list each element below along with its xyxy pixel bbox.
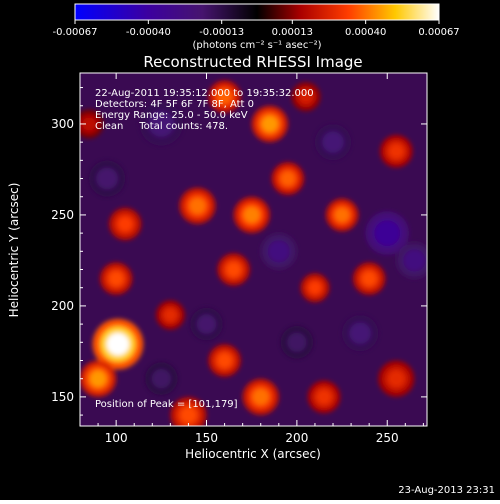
heatmap-blob xyxy=(308,281,322,295)
heatmap-blob xyxy=(261,115,278,133)
heatmap-blob xyxy=(280,171,296,186)
heatmap-blob xyxy=(287,332,307,353)
colorbar-tick-label: -0.00040 xyxy=(126,27,171,38)
annotation-block: 22-Aug-2011 19:35:12.000 to 19:35:32.000… xyxy=(95,88,314,132)
heatmap-blob xyxy=(117,216,133,232)
annotation-line: Detectors: 4F 5F 6F 7F 8F, Att 0 xyxy=(95,99,254,110)
heatmap-blob xyxy=(322,131,344,153)
colorbar-ticks: -0.00067 -0.00040 -0.00013 0.00013 0.00040 0.… xyxy=(53,20,460,38)
y-tick-label: 300 xyxy=(51,117,74,131)
colorbar-tick-label: -0.00067 xyxy=(53,27,98,38)
y-tick-label: 250 xyxy=(51,208,74,222)
heatmap-blob xyxy=(267,240,290,263)
colorbar-tick-label: 0.00067 xyxy=(418,27,459,38)
heatmap-blob xyxy=(96,167,118,190)
x-tick-label: 200 xyxy=(285,431,308,445)
heatmap-blob xyxy=(189,197,206,214)
heatmap-blob xyxy=(388,370,405,387)
chart-title: Reconstructed RHESSI Image xyxy=(143,53,362,71)
heatmap-blob xyxy=(180,406,197,424)
plot-frame xyxy=(79,72,428,427)
colorbar-tick-label: 0.00013 xyxy=(272,27,313,38)
heatmap-blob xyxy=(361,271,377,286)
heatmap-blob xyxy=(217,353,232,368)
heatmap-blob xyxy=(252,388,269,406)
colorbar-unit-label: (photons cm⁻² s⁻¹ asec⁻²) xyxy=(192,40,321,51)
annotation-line: 22-Aug-2011 19:35:12.000 to 19:35:32.000 xyxy=(95,88,314,99)
y-tick-label: 200 xyxy=(51,299,74,313)
heatmap-blob xyxy=(349,322,371,345)
heatmap-blob xyxy=(374,220,401,247)
heatmap-blob xyxy=(163,308,177,322)
x-tick-label: 150 xyxy=(195,431,218,445)
y-axis-label: Heliocentric Y (arcsec) xyxy=(7,183,21,318)
y-tick-label: 150 xyxy=(51,390,74,404)
annotation-line: Energy Range: 25.0 - 50.0 keV xyxy=(95,110,248,121)
heatmap-blob xyxy=(108,271,124,286)
x-tick-label: 250 xyxy=(376,431,399,445)
heatmap-blob xyxy=(403,249,426,272)
heatmap-blob xyxy=(217,89,232,104)
heatmap-blob xyxy=(82,117,96,131)
heatmap-blob xyxy=(196,314,217,334)
heatmap-blob xyxy=(388,143,404,159)
heatmap-blob xyxy=(151,368,172,389)
x-tick-label: 100 xyxy=(105,431,128,445)
peak-label: Position of Peak = [101,179] xyxy=(95,399,238,410)
colorbar xyxy=(74,3,440,21)
x-axis-label: Heliocentric X (arcsec) xyxy=(185,447,321,461)
heatmap-blob xyxy=(106,332,130,356)
heatmap-blob xyxy=(243,206,260,224)
y-axis: 150 200 250 300 xyxy=(51,87,427,416)
x-axis: 100 150 200 250 xyxy=(97,73,424,445)
heatmap-blob xyxy=(148,110,175,137)
annotation-line: Clean Total counts: 478. xyxy=(95,121,228,132)
heatmap-blob xyxy=(316,389,332,405)
colorbar-tick-label: 0.00040 xyxy=(345,27,386,38)
heatmap-blob xyxy=(299,90,313,104)
heatmap-blob xyxy=(334,207,350,223)
footer-timestamp: 23-Aug-2013 23:31 xyxy=(398,485,495,496)
heatmap xyxy=(80,73,427,426)
heatmap-blob xyxy=(89,370,107,387)
colorbar-tick-label: -0.00013 xyxy=(199,27,244,38)
heatmap-blob xyxy=(226,262,241,277)
